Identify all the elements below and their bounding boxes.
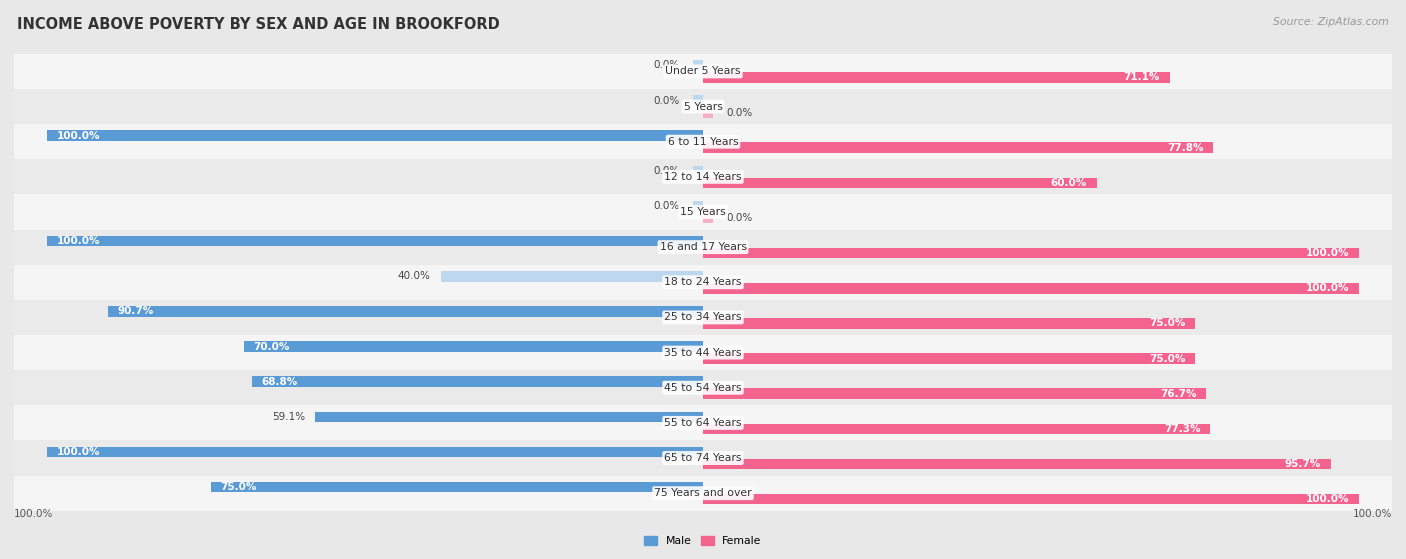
- Bar: [46, 447, 703, 457]
- Text: 6 to 11 Years: 6 to 11 Years: [668, 137, 738, 146]
- Bar: [703, 318, 1195, 329]
- Text: 100.0%: 100.0%: [56, 236, 100, 246]
- Text: 0.0%: 0.0%: [725, 213, 752, 223]
- Bar: [0, 230, 1406, 265]
- Text: 100.0%: 100.0%: [1306, 248, 1350, 258]
- Text: Under 5 Years: Under 5 Years: [665, 67, 741, 77]
- Text: 65 to 74 Years: 65 to 74 Years: [664, 453, 742, 463]
- Bar: [0, 440, 1406, 476]
- Text: INCOME ABOVE POVERTY BY SEX AND AGE IN BROOKFORD: INCOME ABOVE POVERTY BY SEX AND AGE IN B…: [17, 17, 499, 32]
- Bar: [693, 201, 703, 211]
- Bar: [703, 459, 1331, 470]
- Text: 71.1%: 71.1%: [1123, 72, 1160, 82]
- Text: 76.7%: 76.7%: [1160, 389, 1197, 399]
- Bar: [0, 335, 1406, 370]
- Text: 90.7%: 90.7%: [118, 306, 155, 316]
- Bar: [703, 143, 1213, 153]
- Bar: [440, 271, 703, 282]
- Text: 100.0%: 100.0%: [1353, 509, 1392, 519]
- Text: 45 to 54 Years: 45 to 54 Years: [664, 383, 742, 393]
- Bar: [0, 370, 1406, 405]
- Bar: [703, 248, 1360, 258]
- Bar: [0, 476, 1406, 511]
- Bar: [315, 411, 703, 422]
- Text: 0.0%: 0.0%: [725, 107, 752, 117]
- Bar: [243, 342, 703, 352]
- Text: 0.0%: 0.0%: [654, 96, 681, 106]
- Bar: [693, 165, 703, 176]
- Bar: [0, 265, 1406, 300]
- Text: 0.0%: 0.0%: [654, 201, 681, 211]
- Bar: [46, 236, 703, 247]
- Bar: [703, 178, 1097, 188]
- Text: 75.0%: 75.0%: [1149, 319, 1185, 329]
- Bar: [703, 107, 713, 118]
- Text: 100.0%: 100.0%: [1306, 283, 1350, 293]
- Text: 75.0%: 75.0%: [1149, 354, 1185, 363]
- Bar: [703, 389, 1206, 399]
- Bar: [0, 89, 1406, 124]
- Text: 25 to 34 Years: 25 to 34 Years: [664, 312, 742, 323]
- Text: 100.0%: 100.0%: [1306, 494, 1350, 504]
- Bar: [693, 60, 703, 70]
- Bar: [703, 212, 713, 223]
- Legend: Male, Female: Male, Female: [640, 532, 766, 551]
- Bar: [703, 424, 1211, 434]
- Text: 68.8%: 68.8%: [262, 377, 298, 387]
- Text: 40.0%: 40.0%: [398, 271, 430, 281]
- Text: 77.3%: 77.3%: [1164, 424, 1201, 434]
- Text: 59.1%: 59.1%: [273, 412, 305, 422]
- Text: 100.0%: 100.0%: [56, 447, 100, 457]
- Bar: [0, 54, 1406, 89]
- Text: 35 to 44 Years: 35 to 44 Years: [664, 348, 742, 358]
- Text: Source: ZipAtlas.com: Source: ZipAtlas.com: [1274, 17, 1389, 27]
- Text: 77.8%: 77.8%: [1167, 143, 1204, 153]
- Text: 0.0%: 0.0%: [654, 60, 681, 70]
- Bar: [211, 482, 703, 492]
- Bar: [0, 195, 1406, 230]
- Bar: [0, 405, 1406, 440]
- Bar: [693, 95, 703, 106]
- Text: 75 Years and over: 75 Years and over: [654, 488, 752, 498]
- Bar: [703, 494, 1360, 504]
- Text: 95.7%: 95.7%: [1285, 459, 1322, 469]
- Text: 0.0%: 0.0%: [654, 166, 681, 176]
- Text: 18 to 24 Years: 18 to 24 Years: [664, 277, 742, 287]
- Bar: [703, 72, 1170, 83]
- Text: 100.0%: 100.0%: [56, 131, 100, 141]
- Text: 70.0%: 70.0%: [253, 342, 290, 352]
- Text: 75.0%: 75.0%: [221, 482, 257, 492]
- Bar: [703, 353, 1195, 364]
- Bar: [0, 124, 1406, 159]
- Bar: [252, 377, 703, 387]
- Bar: [0, 159, 1406, 195]
- Bar: [46, 130, 703, 141]
- Text: 55 to 64 Years: 55 to 64 Years: [664, 418, 742, 428]
- Bar: [108, 306, 703, 317]
- Text: 100.0%: 100.0%: [14, 509, 53, 519]
- Text: 5 Years: 5 Years: [683, 102, 723, 112]
- Bar: [703, 283, 1360, 293]
- Bar: [0, 300, 1406, 335]
- Text: 60.0%: 60.0%: [1050, 178, 1087, 188]
- Text: 12 to 14 Years: 12 to 14 Years: [664, 172, 742, 182]
- Text: 15 Years: 15 Years: [681, 207, 725, 217]
- Text: 16 and 17 Years: 16 and 17 Years: [659, 242, 747, 252]
